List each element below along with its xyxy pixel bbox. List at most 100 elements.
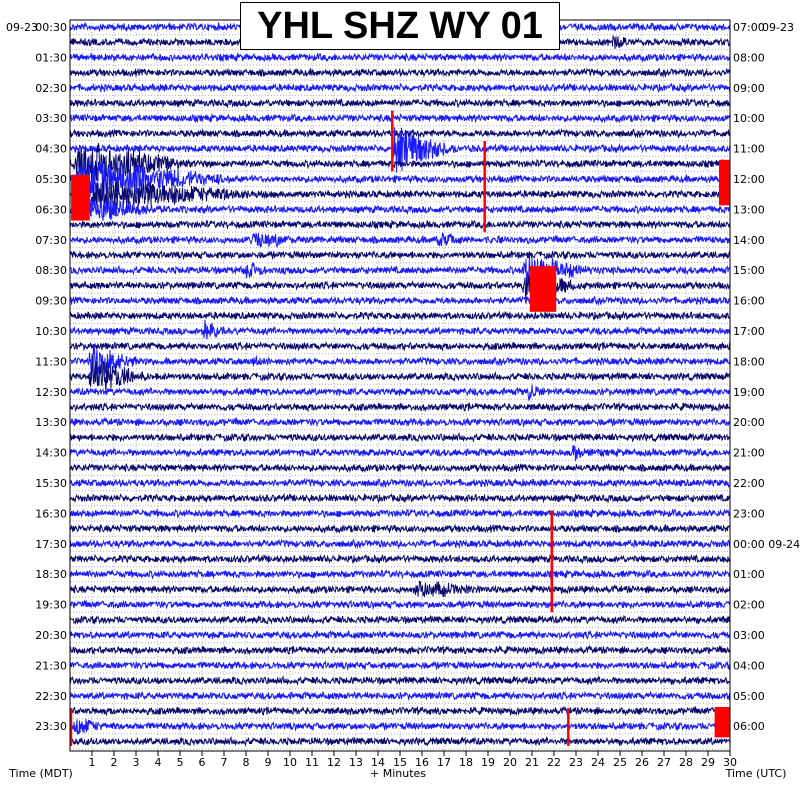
trace-row [69, 272, 731, 301]
station-title: YHL SHZ WY 01 [240, 2, 560, 50]
x-tick-label: 25 [613, 756, 627, 769]
date-left: 09-23 [6, 21, 38, 34]
y-label-left: 07:30 [35, 234, 67, 247]
y-label-left: 14:30 [35, 447, 67, 460]
y-label-right: 23:00 [733, 507, 765, 520]
trace-row [69, 82, 731, 93]
trace-row [69, 254, 731, 288]
trace-row [69, 97, 731, 109]
trace-row [69, 156, 731, 203]
y-label-right: 10:00 [733, 112, 765, 125]
trace-row [69, 477, 731, 489]
y-label-right: 20:00 [733, 416, 765, 429]
y-label-right: 21:00 [733, 447, 765, 460]
x-tick-label: 30 [723, 756, 737, 769]
y-label-right: 22:00 [733, 477, 765, 490]
x-tick-label: 3 [133, 756, 140, 769]
y-label-right: 16:00 [733, 295, 765, 308]
trace-row [69, 401, 731, 413]
x-tick-label: 23 [569, 756, 583, 769]
y-label-left: 23:30 [35, 720, 67, 733]
x-tick-label: 15 [393, 756, 407, 769]
x-tick-label: 2 [111, 756, 118, 769]
trace-row [69, 735, 731, 747]
x-tick-label: 11 [305, 756, 319, 769]
y-label-left: 20:30 [35, 629, 67, 642]
y-label-right: 07:00 [733, 21, 765, 34]
trace-row [69, 384, 731, 401]
y-label-right: 13:00 [733, 203, 765, 216]
x-tick-label: 21 [525, 756, 539, 769]
trace-row [69, 718, 731, 735]
x-tick-label: 29 [701, 756, 715, 769]
y-label-left: 17:30 [35, 538, 67, 551]
grid-layer [70, 20, 730, 751]
x-tick-label: 6 [199, 756, 206, 769]
y-label-left: 09:30 [35, 295, 67, 308]
x-tick-label: 7 [221, 756, 228, 769]
y-label-left: 02:30 [35, 82, 67, 95]
clip-block [719, 159, 730, 206]
y-label-right: 18:00 [733, 355, 765, 368]
trace-row [69, 127, 731, 173]
trace-row [69, 196, 731, 221]
x-tick-label: 22 [547, 756, 561, 769]
trace-row [69, 660, 731, 671]
y-label-left: 21:30 [35, 659, 67, 672]
y-label-right: 19:00 [733, 386, 765, 399]
x-tick-label: 12 [327, 756, 341, 769]
x-label-center: + Minutes [370, 767, 426, 780]
trace-row [70, 295, 731, 307]
trace-row [69, 523, 731, 534]
trace-row [69, 142, 731, 185]
trace-row [69, 538, 731, 550]
y-labels-right: 07:00 08:00 09:00 10:00 11:00 12:00 13:00 14:00… [733, 21, 800, 733]
y-label-left: 18:30 [35, 568, 67, 581]
trace-row [69, 112, 731, 124]
x-tick-label: 16 [415, 756, 429, 769]
y-label-left: 13:30 [35, 416, 67, 429]
trace-row [69, 614, 731, 626]
clip-block [71, 175, 90, 221]
y-label-left: 11:30 [35, 355, 67, 368]
trace-row [69, 67, 731, 79]
x-label-right: Time (UTC) [725, 767, 787, 780]
trace-row [69, 249, 731, 261]
y-label-left: 06:30 [35, 203, 67, 216]
trace-row [69, 580, 731, 598]
y-label-right: 05:00 [733, 690, 765, 703]
trace-row [69, 344, 731, 380]
y-label-right: 01:00 [733, 568, 765, 581]
trace-layer [69, 21, 731, 747]
trace-row [69, 690, 731, 701]
trace-row [69, 354, 731, 393]
trace-row [69, 599, 731, 611]
x-tick-label: 14 [371, 756, 385, 769]
y-label-left: 08:30 [35, 264, 67, 277]
trace-row [69, 232, 731, 248]
trace-row [69, 492, 731, 504]
x-tick-label: 17 [437, 756, 451, 769]
trace-row [69, 568, 731, 580]
x-tick-label: 13 [349, 756, 363, 769]
y-label-right: 00:00 09-24 [733, 538, 800, 551]
date-right: 09-23 [762, 21, 794, 34]
x-tick-labels: 1 2 3 4 5 6 7 8 9 10 11 12 13 14 15 16 17 18 19 20 21 22 23 24 2… [89, 751, 737, 769]
trace-row [69, 644, 731, 656]
y-label-left: 10:30 [35, 325, 67, 338]
clip-layer [69, 110, 730, 746]
y-label-left: 03:30 [35, 112, 67, 125]
trace-row [69, 319, 731, 340]
x-tick-label: 26 [635, 756, 649, 769]
trace-row [69, 674, 731, 686]
trace-row [69, 553, 731, 565]
y-label-right: 06:00 [733, 720, 765, 733]
trace-row [69, 416, 731, 428]
y-label-right: 09:00 [733, 82, 765, 95]
trace-row [69, 705, 731, 717]
y-label-right: 15:00 [733, 264, 765, 277]
y-label-right: 17:00 [733, 325, 765, 338]
x-tick-label: 18 [459, 756, 473, 769]
y-label-left: 15:30 [35, 477, 67, 490]
